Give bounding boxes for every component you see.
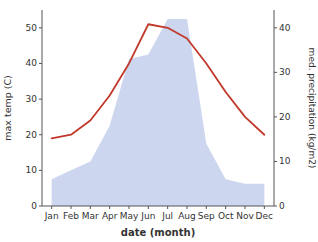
y-axis-line — [42, 10, 43, 206]
y-tick — [39, 206, 42, 207]
x-tick-label: Apr — [102, 211, 118, 221]
y2-tick — [274, 161, 277, 162]
x-tick-label: Dec — [256, 211, 273, 221]
y-tick-label: 50 — [26, 23, 38, 33]
y-tick — [39, 134, 42, 135]
x-tick-label: May — [120, 211, 139, 221]
y2-tick-label: 30 — [279, 67, 291, 77]
x-tick-label: Sep — [198, 211, 215, 221]
x-tick-label: Jan — [44, 211, 59, 221]
y2-tick-label: 0 — [279, 201, 285, 211]
x-tick — [148, 206, 149, 209]
y-axis-label: max temp (C) — [2, 75, 13, 141]
x-axis-line — [42, 206, 274, 207]
y-tick — [39, 63, 42, 64]
y2-tick-label: 20 — [279, 112, 291, 122]
y2-axis-line — [274, 10, 275, 206]
y-tick — [39, 27, 42, 28]
page: {"chart_data": {"type": "line", "categor… — [0, 0, 318, 242]
y-tick-label: 20 — [26, 130, 38, 140]
x-tick — [187, 206, 188, 209]
y-tick-label: 10 — [26, 165, 38, 175]
y-tick — [39, 170, 42, 171]
plot-area — [52, 19, 265, 206]
x-tick-label: Jun — [140, 211, 155, 221]
y-tick-label: 30 — [26, 94, 38, 104]
x-axis-label: date (month) — [121, 227, 195, 238]
precipitation-area — [52, 19, 265, 206]
x-tick-label: Oct — [218, 211, 234, 221]
y2-tick — [274, 27, 277, 28]
y2-tick-label: 40 — [279, 23, 291, 33]
y-tick-label: 0 — [31, 201, 37, 211]
x-tick — [264, 206, 265, 209]
x-tick — [71, 206, 72, 209]
x-tick — [51, 206, 52, 209]
temperature-line — [52, 24, 265, 138]
x-tick — [206, 206, 207, 209]
y2-axis-label: med. precipitation (kg/m2) — [307, 48, 317, 169]
x-tick — [245, 206, 246, 209]
x-tick-label: Nov — [236, 211, 254, 221]
x-tick-label: Mar — [82, 211, 99, 221]
y-tick — [39, 99, 42, 100]
y2-tick — [274, 116, 277, 117]
x-tick-label: Aug — [178, 211, 196, 221]
x-tick — [129, 206, 130, 209]
x-tick-label: Jul — [161, 211, 173, 221]
x-tick — [90, 206, 91, 209]
y2-tick-label: 10 — [279, 156, 291, 166]
y2-tick — [274, 206, 277, 207]
y-tick-label: 40 — [26, 58, 38, 68]
chart: Jan FebMarAprMayJun Jul AugSepOctNovDec 0 10 2… — [0, 0, 318, 242]
y2-tick — [274, 72, 277, 73]
x-tick — [109, 206, 110, 209]
x-tick — [225, 206, 226, 209]
x-tick — [167, 206, 168, 209]
x-tick-label: Feb — [63, 211, 79, 221]
